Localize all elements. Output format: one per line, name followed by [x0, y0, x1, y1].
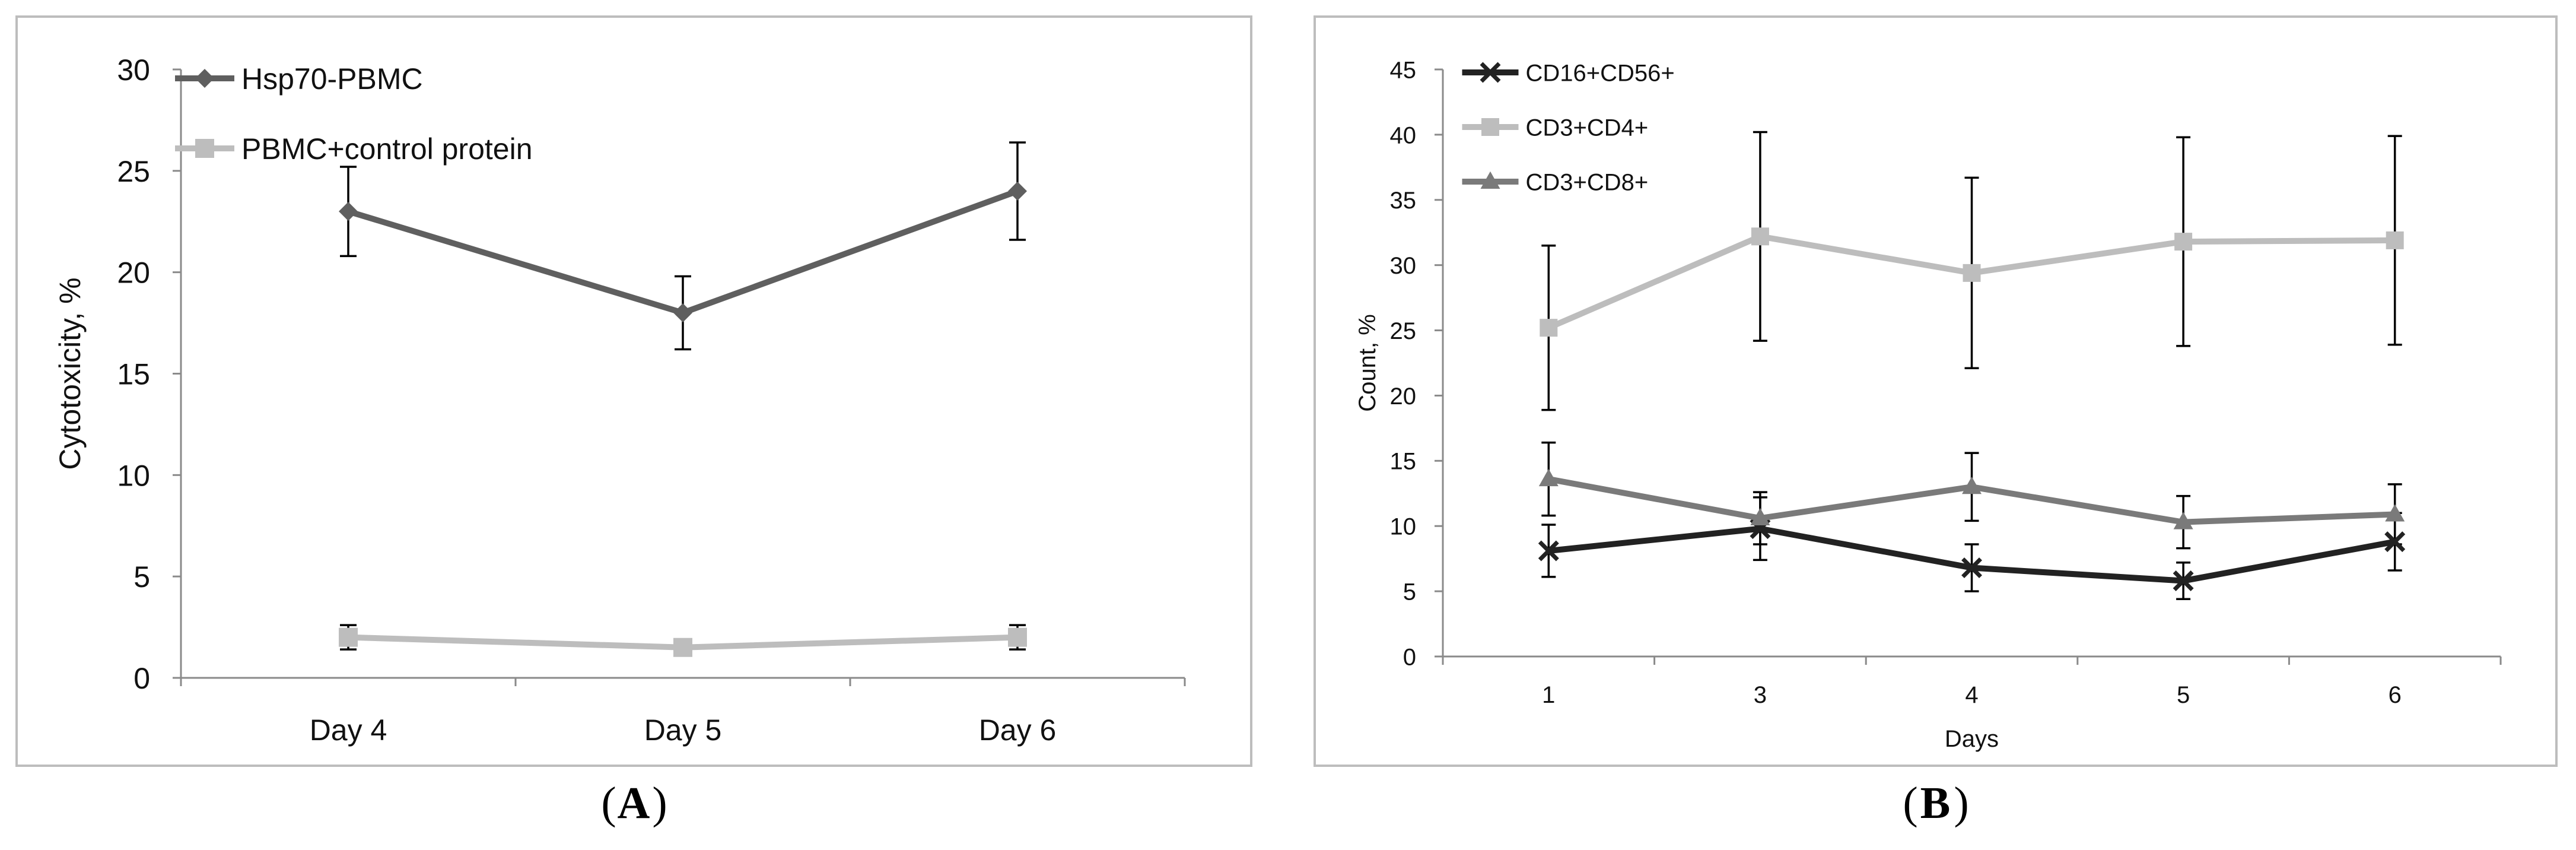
chart-b-legend-marker — [1480, 62, 1501, 83]
chart-b-x-tick-label: 5 — [2177, 682, 2190, 708]
chart-b-y-tick-label: 0 — [1403, 644, 1416, 670]
chart-b-legend-marker — [1480, 171, 1500, 189]
chart-a-legend-marker — [195, 69, 214, 88]
chart-b-y-tick-label: 45 — [1390, 57, 1417, 83]
chart-b-x-tick-label: 6 — [2389, 682, 2402, 708]
chart-b-x-tick-label: 1 — [1542, 682, 1555, 708]
chart-b-x-axis-title: Days — [1945, 726, 1999, 752]
chart-b-data-point — [1961, 557, 1982, 579]
chart-a-legend-label: Hsp70-PBMC — [241, 62, 423, 96]
chart-b-data-point — [1750, 508, 1770, 526]
chart-b-data-point — [2385, 504, 2405, 522]
chart-a-x-tick-label: Day 6 — [979, 713, 1057, 747]
chart-a-y-tick-label: 15 — [117, 358, 150, 391]
chart-b-legend-label: CD16+CD56+ — [1526, 60, 1675, 86]
chart-a: 0 5 10 15 20 25 30 Day 4 Day 5 Day 6 Cytotoxicity,… — [53, 53, 1186, 747]
chart-a-data-point — [673, 303, 692, 322]
chart-b-x-tick-label: 4 — [1965, 682, 1978, 708]
chart-a-data-point — [673, 638, 692, 657]
chart-a-x-tick-label: Day 5 — [644, 713, 722, 747]
chart-b-data-point — [2174, 233, 2193, 251]
chart-a-data-point — [339, 627, 358, 647]
chart-b-data-point — [2384, 531, 2406, 553]
chart-b-y-tick-label: 40 — [1390, 122, 1417, 148]
chart-b-y-tick-label: 25 — [1390, 318, 1417, 344]
chart-b-data-point — [2173, 570, 2194, 592]
chart-a-y-tick-label: 20 — [117, 256, 150, 290]
panel-a-frame — [15, 15, 1252, 767]
chart-a-y-tick-label: 25 — [117, 155, 150, 188]
chart-a-y-tick-label: 10 — [117, 459, 150, 492]
panel-a-label: A — [618, 778, 650, 828]
panel-b-label: B — [1920, 778, 1951, 828]
chart-b-data-point — [1963, 264, 1981, 282]
chart-b-legend-label: CD3+CD8+ — [1526, 169, 1649, 195]
chart-a-x-tick-label: Day 4 — [310, 713, 387, 747]
chart-b-data-point — [1962, 477, 1982, 494]
chart-b-data-point — [1538, 468, 1559, 487]
chart-b-y-tick-label: 5 — [1403, 579, 1416, 605]
chart-b-x-tick-label: 3 — [1754, 682, 1767, 708]
chart-b-y-tick-label: 20 — [1390, 383, 1417, 410]
chart-a-legend-marker — [195, 139, 214, 158]
chart-b-data-point — [1540, 319, 1558, 337]
chart-b-y-tick-label: 30 — [1390, 253, 1417, 279]
panel-b-paren-left: ( — [1903, 778, 1917, 828]
chart-a-y-axis-title: Cytotoxicity, % — [53, 277, 87, 470]
chart-b-y-tick-label: 15 — [1390, 449, 1417, 475]
chart-a-data-point — [339, 202, 358, 221]
chart-a-legend-label: PBMC+control protein — [241, 132, 533, 166]
chart-b-y-tick-label: 10 — [1390, 514, 1417, 540]
chart-b-legend-marker — [1481, 118, 1499, 136]
chart-b-data-point — [1751, 227, 1769, 246]
panel-a-paren-right: ) — [652, 778, 667, 828]
panel-b-paren-right: ) — [1954, 778, 1968, 828]
chart-a-y-tick-label: 30 — [117, 53, 150, 87]
panel-b-frame — [1314, 15, 2558, 767]
panel-a-paren-left: ( — [601, 778, 616, 828]
chart-a-data-point — [1008, 627, 1027, 647]
chart-b-legend-label: CD3+CD4+ — [1526, 115, 1649, 141]
chart-b-y-tick-label: 35 — [1390, 188, 1417, 214]
chart-b-data-point — [2386, 231, 2404, 249]
chart-b-data-point — [1538, 540, 1559, 562]
chart-b-y-axis-title: Count, % — [1354, 314, 1381, 412]
chart-a-data-point — [1008, 182, 1027, 201]
chart-b-data-point — [2173, 512, 2193, 529]
chart-a-y-tick-label: 5 — [133, 560, 150, 594]
chart-a-y-tick-label: 0 — [133, 662, 150, 695]
